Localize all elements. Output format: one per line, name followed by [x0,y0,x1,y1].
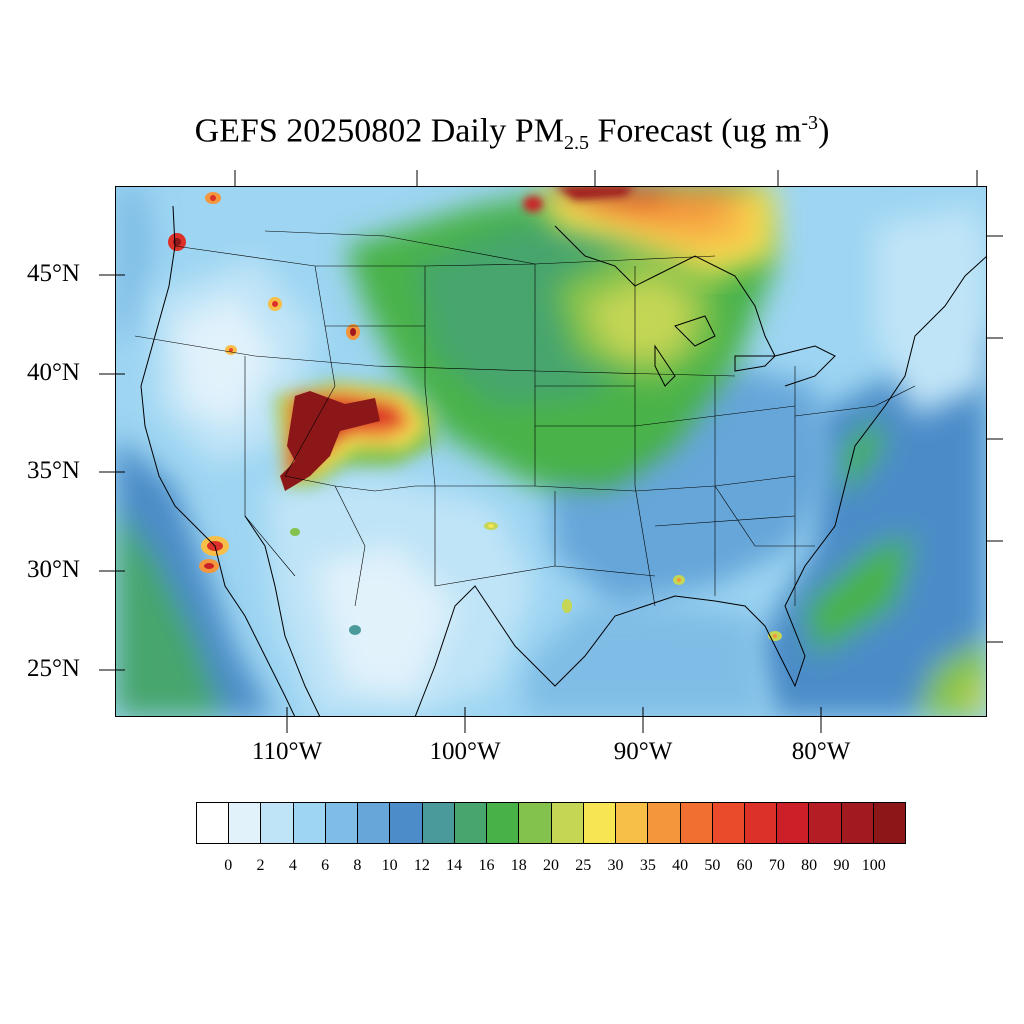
colorbar-tick-label: 2 [256,857,265,874]
colorbar-swatch [680,803,713,843]
graticule-ticks [115,274,822,717]
colorbar-swatch [777,803,810,843]
colorbar-tick-label: 30 [607,857,624,874]
colorbar-tick-label: 50 [704,857,721,874]
southwest-field [155,206,987,717]
colorbar-tick-label: 25 [575,857,592,874]
lon-label-90: 90°W [613,738,673,765]
lat-label-45: 45°N [26,260,80,287]
colorbar-swatch [229,803,262,843]
colorbar-swatch [551,803,584,843]
title-suffix: ) [818,112,830,150]
lon-label-110: 110°W [251,738,323,765]
colorbar [196,802,906,844]
colorbar-swatch [583,803,617,843]
title-prefix: GEFS 20250802 Daily PM [194,112,564,150]
state-borders [134,230,916,607]
gulf-field [525,606,765,717]
map-panel [115,186,987,717]
canada-plume-core [523,186,635,212]
colorbar-tick-label: 12 [413,857,430,874]
colorbar-tick-label: 14 [446,857,463,874]
colorbar-tick-label: 35 [639,857,656,874]
colorbar-swatch [325,803,359,843]
colorbar-tick-label: 80 [801,857,818,874]
colorbar-swatch [616,803,649,843]
colorbar-tick-label: 100 [861,857,886,874]
colorbar-tick-label: 18 [510,857,527,874]
colorbar-swatch [712,803,745,843]
map-frame [115,186,987,717]
coastlines [140,205,987,717]
lat-label-40: 40°N [26,359,80,386]
colorbar-tick-label: 20 [543,857,559,874]
colorbar-swatch [648,803,681,843]
colorbar-tick-label: 40 [672,857,689,874]
colorbar-swatch [293,803,326,843]
colorbar-swatch [422,803,455,843]
lon-label-80: 80°W [791,738,851,765]
atlantic-ocean-field [755,326,987,717]
lon-label-100: 100°W [429,738,501,765]
title-subscript: 2.5 [563,132,589,155]
colorbar-swatch [197,803,230,843]
lat-label-30: 30°N [26,556,80,583]
colorbar-tick-label: 10 [381,857,398,874]
colorbar-swatch [519,803,552,843]
colorbar-tick-label: 8 [353,857,362,874]
colorbar-swatch [358,803,391,843]
colorbar-tick-label: 16 [478,857,495,874]
utah-plume-core [280,391,380,491]
pacific-ocean-field [115,186,275,717]
colorbar-tick-label: 0 [224,857,233,874]
colorbar-tick-label: 70 [768,857,785,874]
colorbar-swatch [841,803,874,843]
colorbar-swatch [809,803,842,843]
map-title: GEFS 20250802 Daily PM2.5 Forecast (ug m… [0,112,1024,155]
colorbar-swatch [873,803,906,843]
colorbar-swatch [744,803,778,843]
pm25-forecast-map [115,186,987,717]
title-superscript: -3 [801,112,819,134]
colorbar-tick-label: 6 [321,857,330,874]
colorbar-swatch [487,803,520,843]
lat-label-25: 25°N [26,655,80,682]
colorbar-tick-label: 4 [288,857,297,874]
colorbar-tick-label: 90 [833,857,850,874]
colorbar-swatch [261,803,294,843]
colorbar-swatch [454,803,488,843]
colorbar-tick-label: 60 [736,857,753,874]
lat-label-35: 35°N [26,457,80,484]
colorbar-swatch [390,803,423,843]
title-middle: Forecast (ug m [588,112,802,150]
